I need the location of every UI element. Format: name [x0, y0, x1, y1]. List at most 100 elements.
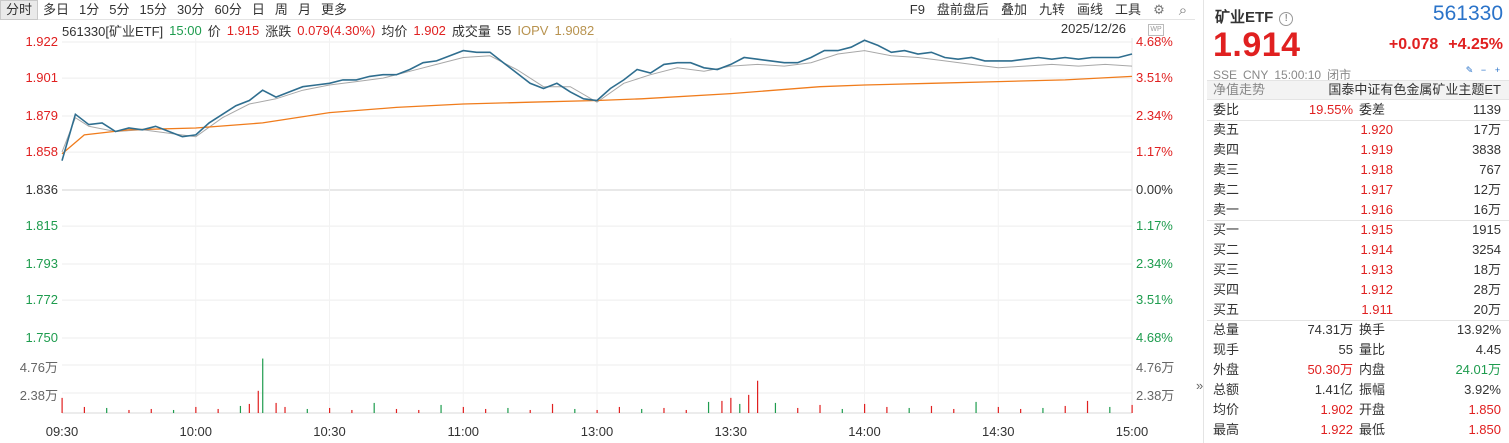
ask-row[interactable]: 卖五 1.920 17万 — [1207, 120, 1509, 140]
last-price: 1.914 — [1213, 26, 1301, 64]
stat-label: 最高 — [1213, 422, 1240, 437]
minus-icon[interactable]: − — [1480, 65, 1487, 75]
volume-value: 55 — [496, 22, 512, 38]
tool-4[interactable]: 画线 — [1076, 2, 1103, 17]
collapse-panel-icon[interactable]: » — [1196, 378, 1204, 393]
bid-level-label: 买四 — [1213, 282, 1240, 297]
volume-bar — [462, 406, 464, 413]
chart-tools: F9 盘前盘后 叠加 九转 画线 工具 ⚙ ⌕ — [904, 0, 1195, 20]
gear-icon[interactable]: ⚙ — [1153, 2, 1165, 17]
volume-bar — [841, 408, 843, 413]
quote-panel: 矿业ETF! 561330 1.914 +0.078 +4.25% SSE CNY 1… — [1207, 0, 1509, 443]
bid-row[interactable]: 买四 1.912 28万 — [1207, 280, 1509, 300]
volume-bar — [975, 401, 977, 413]
ask-volume: 12万 — [1473, 182, 1501, 197]
volume-bar — [217, 408, 219, 413]
edit-icon[interactable]: ✎ — [1465, 65, 1474, 75]
separator — [1207, 220, 1509, 221]
bid-row[interactable]: 买五 1.911 20万 — [1207, 300, 1509, 320]
time-tick-label: 15:00 — [1115, 424, 1149, 439]
intraday-chart-svg[interactable] — [0, 38, 1195, 443]
stat-value: 55 — [1338, 342, 1353, 357]
tool-5[interactable]: 工具 — [1114, 2, 1141, 17]
stat-value: 4.45 — [1475, 342, 1501, 357]
time-tick-label: 14:30 — [981, 424, 1015, 439]
volume-bar — [1109, 406, 1111, 413]
avg-price-line — [61, 75, 1133, 155]
volume-bar — [953, 408, 955, 413]
tool-0[interactable]: F9 — [909, 2, 925, 17]
tab-period-4[interactable]: 15分 — [139, 1, 167, 17]
tab-period-5[interactable]: 30分 — [176, 1, 205, 17]
fund-full-name: 国泰中证有色金属矿业主题ET — [1328, 82, 1501, 97]
tab-period-1[interactable]: 多日 — [43, 1, 70, 17]
volume-bar — [908, 407, 910, 413]
bid-row[interactable]: 买二 1.914 3254 — [1207, 240, 1509, 260]
tab-period-8[interactable]: 周 — [274, 1, 288, 17]
ask-row[interactable]: 卖三 1.918 767 — [1207, 160, 1509, 180]
volume-bar — [730, 397, 732, 413]
volume-bar — [507, 407, 509, 413]
tab-period-7[interactable]: 日 — [251, 1, 265, 17]
percent-tick-label: 0.00% — [1136, 182, 1173, 197]
stat-label: 总量 — [1213, 322, 1240, 337]
time-tick-label: 09:30 — [45, 424, 79, 439]
tab-period-6[interactable]: 60分 — [214, 1, 242, 17]
volume-bar — [61, 397, 63, 413]
stat-row: 均价 1.902 开盘 1.850 — [1207, 400, 1509, 420]
volume-bar — [485, 408, 487, 413]
volume-bar — [248, 403, 250, 413]
change-value: 0.079(4.30%) — [297, 22, 376, 38]
volume-bar — [641, 408, 643, 413]
plus-icon[interactable]: + — [1494, 65, 1501, 75]
info-icon[interactable]: ! — [1279, 12, 1294, 26]
iopv-line — [61, 50, 1133, 153]
ask-row[interactable]: 卖四 1.919 3838 — [1207, 140, 1509, 160]
bid-price: 1.912 — [1360, 282, 1393, 297]
tab-period-3[interactable]: 5分 — [109, 1, 130, 17]
bid-level-label: 买三 — [1213, 262, 1240, 277]
trade-date: 2025/12/26 — [1060, 21, 1126, 36]
volume-bar — [257, 390, 259, 413]
price-tick-label: 1.750 — [25, 330, 58, 345]
volume-tick-label: 4.76万 — [1136, 360, 1175, 375]
currency: CNY — [1243, 68, 1269, 82]
tab-period-10[interactable]: 更多 — [320, 1, 347, 17]
stat-label: 均价 — [1213, 402, 1240, 417]
tool-3[interactable]: 九转 — [1038, 2, 1065, 17]
bid-row[interactable]: 买三 1.913 18万 — [1207, 260, 1509, 280]
period-tabs: 分时 多日 1分 5分 15分 30分 60分日周月更多 — [0, 0, 352, 20]
bid-price: 1.911 — [1361, 302, 1393, 317]
volume-bar — [351, 409, 353, 413]
volume-bar — [1086, 400, 1089, 413]
iopv-value: 1.9082 — [554, 22, 595, 38]
separator — [1207, 120, 1509, 121]
ask-price: 1.918 — [1360, 162, 1393, 177]
ask-price: 1.916 — [1360, 202, 1393, 217]
ask-row[interactable]: 卖二 1.917 12万 — [1207, 180, 1509, 200]
wp-badge-icon[interactable]: WP — [1148, 24, 1164, 36]
volume-bar — [886, 406, 888, 413]
stat-value: 1.850 — [1468, 422, 1501, 437]
bid-volume: 28万 — [1473, 282, 1501, 297]
volume-bar — [284, 406, 286, 413]
price-tick-label: 1.793 — [25, 256, 58, 271]
tab-period-2[interactable]: 1分 — [79, 1, 100, 17]
volume-bar — [721, 400, 723, 413]
tab-period-0[interactable]: 分时 — [0, 0, 39, 20]
price-tick-label: 1.815 — [25, 218, 58, 234]
volume-label: 成交量 — [451, 23, 491, 39]
intraday-chart[interactable]: 1.922 1.901 1.879 1.858 1.836 1.815 1.793 1.772… — [0, 34, 1195, 443]
percent-tick-label: 1.17% — [1136, 144, 1173, 160]
ask-row[interactable]: 卖一 1.916 16万 — [1207, 200, 1509, 220]
price-tick-label: 1.879 — [25, 108, 58, 123]
tool-1[interactable]: 盘前盘后 — [936, 2, 989, 17]
price-tick-label: 1.836 — [25, 182, 58, 197]
tab-period-9[interactable]: 月 — [297, 1, 311, 17]
ask-volume: 3838 — [1472, 142, 1501, 157]
tool-2[interactable]: 叠加 — [1000, 2, 1027, 17]
search-icon[interactable]: ⌕ — [1178, 1, 1188, 19]
stat-label: 换手 — [1359, 322, 1386, 337]
bid-row[interactable]: 买一 1.915 1915 — [1207, 220, 1509, 240]
nav-row[interactable]: 净值走势 国泰中证有色金属矿业主题ET — [1207, 80, 1509, 100]
